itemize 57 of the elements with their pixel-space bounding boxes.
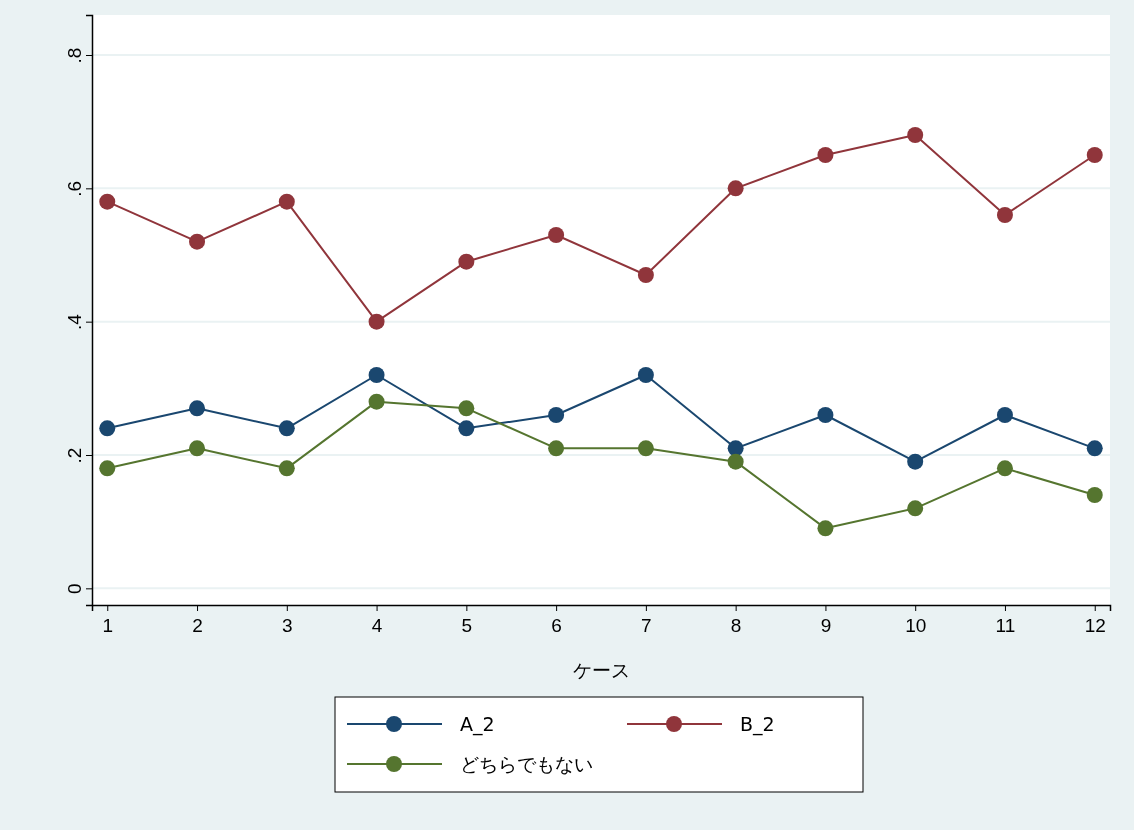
point <box>458 400 475 417</box>
point <box>637 267 654 283</box>
point <box>727 180 744 197</box>
y-tick-label: .2 <box>63 447 85 464</box>
point <box>1086 487 1103 503</box>
point <box>99 193 116 210</box>
point <box>368 393 385 410</box>
x-tick-label: 8 <box>730 615 742 637</box>
point <box>817 520 834 537</box>
point <box>278 420 295 437</box>
point <box>817 407 834 423</box>
x-tick-label: 4 <box>371 615 383 637</box>
point <box>637 367 654 383</box>
x-tick-label: 10 <box>905 615 927 637</box>
x-tick-label: 2 <box>192 615 203 637</box>
point <box>548 440 565 457</box>
point <box>278 460 295 477</box>
point <box>548 227 565 243</box>
point <box>817 147 834 163</box>
point <box>99 420 116 437</box>
x-tick-label: 1 <box>102 615 114 637</box>
point <box>189 400 206 417</box>
point <box>99 460 116 477</box>
point <box>548 407 565 423</box>
point <box>368 367 385 383</box>
point <box>996 407 1013 423</box>
point <box>907 127 924 143</box>
legend-label: どちらでもない <box>460 752 593 775</box>
x-axis-title: ケース <box>572 659 630 681</box>
x-tick-label: 5 <box>461 615 473 637</box>
x-tick-label: 12 <box>1084 615 1106 637</box>
x-tick-label: 11 <box>995 615 1016 637</box>
point <box>189 440 206 457</box>
point <box>907 453 924 470</box>
point <box>727 453 744 470</box>
point <box>637 440 654 457</box>
x-tick-label: 9 <box>820 615 832 637</box>
point <box>907 500 924 517</box>
point <box>1086 147 1103 163</box>
x-tick-label: 6 <box>551 615 562 637</box>
point <box>996 460 1013 477</box>
point <box>458 253 475 270</box>
x-tick-label: 3 <box>282 615 293 637</box>
point <box>1086 440 1103 457</box>
point <box>368 313 385 330</box>
legend-label: B_2 <box>740 712 775 736</box>
x-tick-label: 7 <box>641 615 652 637</box>
point <box>458 420 475 437</box>
point <box>996 207 1013 223</box>
legend-label: A_2 <box>460 712 495 736</box>
y-tick-label: .4 <box>63 313 85 331</box>
point <box>727 440 744 457</box>
y-tick-label: .8 <box>63 47 85 64</box>
y-tick-label: 0 <box>63 583 85 595</box>
point <box>189 233 206 250</box>
point <box>278 193 295 210</box>
y-tick-label: .6 <box>63 180 85 197</box>
